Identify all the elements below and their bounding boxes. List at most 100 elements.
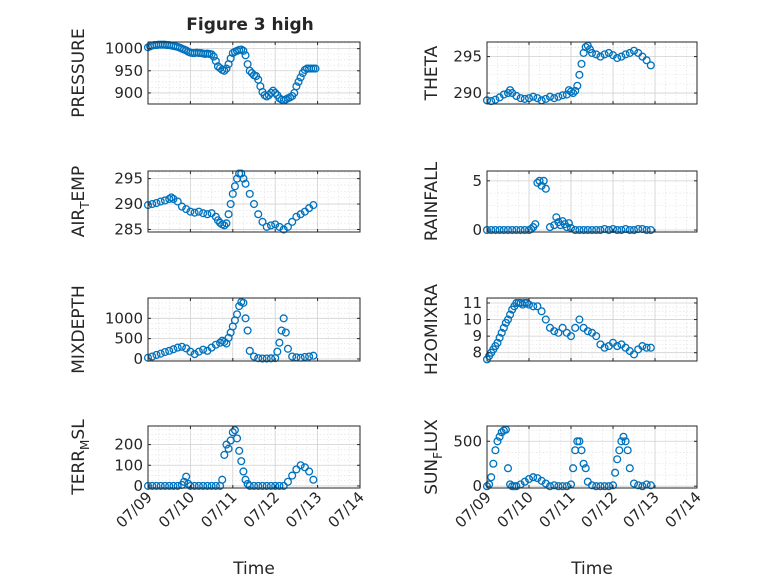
data-point xyxy=(545,482,555,491)
y-tick-label: 9 xyxy=(472,327,482,345)
axes-box xyxy=(147,425,361,489)
data-point xyxy=(241,51,250,60)
data-point xyxy=(258,481,267,490)
data-point xyxy=(604,48,613,57)
data-point xyxy=(173,197,182,206)
data-point xyxy=(516,225,525,235)
data-point xyxy=(169,345,178,354)
data-point xyxy=(249,481,259,490)
data-point xyxy=(491,95,500,104)
y-tick-label: 5 xyxy=(472,172,482,190)
data-point xyxy=(239,298,248,307)
data-point xyxy=(222,440,231,449)
data-point xyxy=(638,342,647,351)
data-point xyxy=(275,338,284,347)
data-point xyxy=(564,219,573,228)
data-point xyxy=(309,201,318,210)
data-point xyxy=(550,327,559,336)
data-point xyxy=(566,332,576,341)
data-point xyxy=(305,467,314,476)
data-point xyxy=(541,94,550,103)
y-tick-label: 295 xyxy=(453,48,482,66)
data-point xyxy=(629,350,639,359)
data-point xyxy=(621,50,630,59)
data-point xyxy=(592,50,601,59)
data-point xyxy=(182,472,191,481)
data-point xyxy=(224,444,233,453)
data-point xyxy=(533,302,542,311)
x-tick-label: 07/11 xyxy=(536,488,579,531)
figure-title: Figure 3 high xyxy=(186,15,314,35)
data-point xyxy=(545,92,555,101)
axes-box xyxy=(486,297,698,362)
data-point xyxy=(207,50,216,59)
data-point xyxy=(495,432,504,441)
data-point xyxy=(499,225,508,235)
data-point xyxy=(516,94,525,103)
data-point xyxy=(592,332,601,341)
data-point xyxy=(224,333,233,342)
data-point xyxy=(156,481,165,490)
data-point xyxy=(575,315,584,324)
data-point xyxy=(220,66,229,75)
minor-grid xyxy=(148,297,360,361)
data-point xyxy=(587,48,597,57)
data-point xyxy=(495,333,504,342)
y-axis-label: SUNFLUX xyxy=(422,419,445,495)
subplot-sun-flux: 050007/0907/1007/1107/1207/1307/14TimeSU… xyxy=(422,419,705,579)
data-point xyxy=(311,64,320,73)
data-point xyxy=(554,328,563,337)
data-point xyxy=(571,225,580,235)
data-point xyxy=(613,225,622,235)
data-point xyxy=(199,481,208,490)
data-point xyxy=(292,212,301,221)
subplot-theta: 290 295 THETA xyxy=(422,41,698,106)
data-series xyxy=(143,169,318,234)
data-point xyxy=(186,481,195,490)
data-point xyxy=(152,198,161,208)
data-point xyxy=(173,343,182,352)
data-point xyxy=(615,446,624,455)
data-point xyxy=(283,344,292,353)
data-point xyxy=(245,346,254,355)
data-point xyxy=(169,194,178,204)
data-point xyxy=(271,88,280,97)
y-tick-label: 950 xyxy=(114,62,143,80)
major-grid xyxy=(486,171,698,232)
data-point xyxy=(535,176,544,185)
data-point xyxy=(199,209,208,218)
data-point xyxy=(512,482,521,491)
data-point xyxy=(211,340,220,349)
data-point xyxy=(258,354,267,363)
data-point xyxy=(646,225,655,235)
data-point xyxy=(160,348,170,357)
data-point xyxy=(300,463,309,472)
data-point xyxy=(271,481,280,490)
data-point xyxy=(520,94,529,103)
data-point xyxy=(619,432,628,441)
data-point xyxy=(194,481,203,490)
data-point xyxy=(503,464,513,473)
data-point xyxy=(173,481,182,490)
data-point xyxy=(245,66,254,75)
data-point xyxy=(583,225,592,235)
y-tick-label: 500 xyxy=(114,330,143,348)
subplot-air-temp: 285 290 295 AIRTEMP xyxy=(69,166,361,238)
subplot-mixdepth: 0 500 1000 MIXDEPTH xyxy=(69,285,361,374)
data-point xyxy=(646,343,655,352)
data-point xyxy=(271,220,280,229)
data-point xyxy=(503,315,513,324)
data-point xyxy=(489,459,498,468)
data-point xyxy=(611,468,620,477)
data-point xyxy=(241,179,250,188)
data-point xyxy=(167,193,176,202)
data-point xyxy=(262,354,271,363)
major-grid xyxy=(147,298,361,361)
data-point xyxy=(232,434,242,443)
data-point xyxy=(617,52,626,61)
data-point xyxy=(524,474,534,484)
data-point xyxy=(529,302,538,311)
data-point xyxy=(625,464,634,473)
data-series xyxy=(143,40,320,105)
minor-grid xyxy=(148,426,360,488)
